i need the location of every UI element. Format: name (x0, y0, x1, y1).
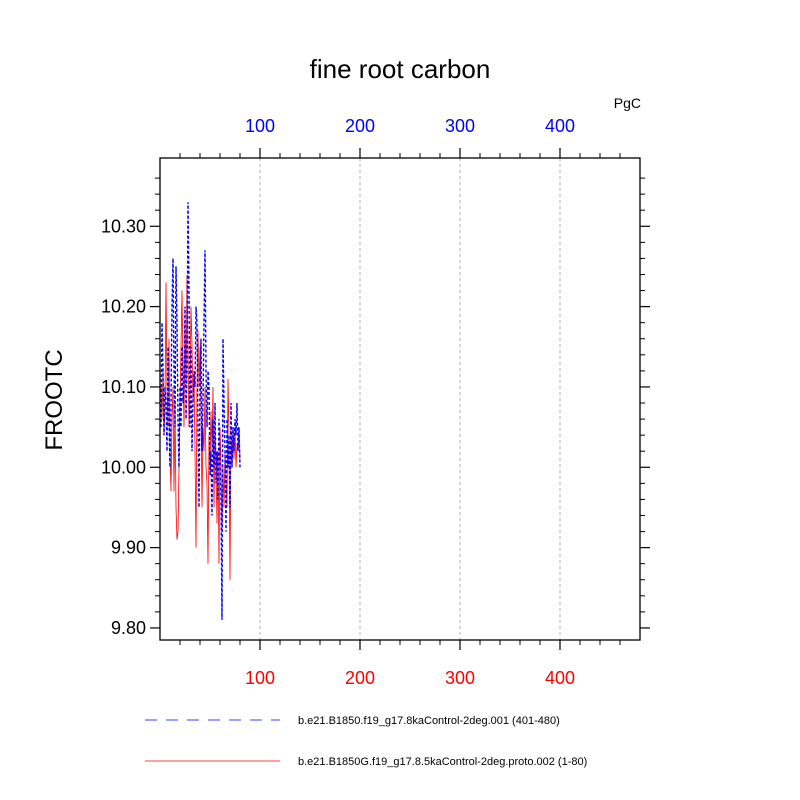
x-tick-label-bottom: 300 (445, 668, 475, 688)
units-label: PgC (614, 95, 641, 111)
y-tick-label: 9.80 (111, 618, 146, 638)
y-tick-label: 9.90 (111, 538, 146, 558)
x-tick-label-bottom: 200 (345, 668, 375, 688)
legend: b.e21.B1850.f19_g17.8kaControl-2deg.001 … (145, 715, 587, 768)
x-tick-label-bottom: 100 (245, 668, 275, 688)
y-tick-label: 10.20 (101, 297, 146, 317)
y-tick-label: 10.30 (101, 216, 146, 236)
legend-label-2: b.e21.B1850G.f19_g17.8.5kaControl-2deg.p… (298, 756, 587, 768)
x-tick-label-top: 100 (245, 116, 275, 136)
grid-lines (259, 158, 561, 640)
x-tick-label-top: 200 (345, 116, 375, 136)
series-line-2 (160, 274, 241, 580)
x-tick-label-top: 300 (445, 116, 475, 136)
chart-title: fine root carbon (310, 54, 491, 84)
series-layer (160, 202, 241, 620)
x-tick-label-bottom: 400 (545, 668, 575, 688)
x-tick-label-top: 400 (545, 116, 575, 136)
y-tick-label: 10.00 (101, 457, 146, 477)
legend-label-1: b.e21.B1850.f19_g17.8kaControl-2deg.001 … (298, 715, 560, 727)
plot-frame (159, 157, 641, 641)
axis-ticks: 9.80 9.90 10.00 10.10 10.20 10.30 100 100 200 200… (101, 116, 650, 688)
series-line-1 (160, 202, 241, 620)
y-tick-label: 10.10 (101, 377, 146, 397)
y-axis-label: FROOTC (41, 349, 68, 450)
